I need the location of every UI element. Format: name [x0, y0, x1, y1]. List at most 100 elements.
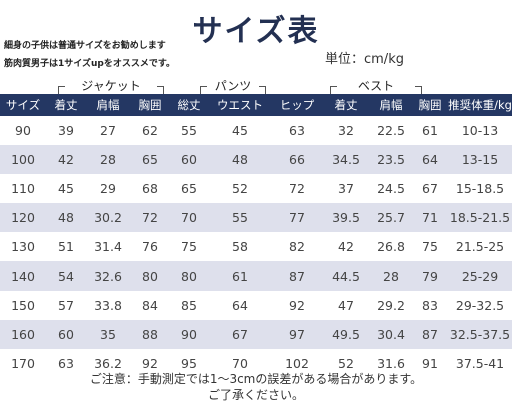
table-cell: 85: [170, 290, 208, 320]
table-cell: 90: [170, 319, 208, 349]
table-cell: 36.2: [86, 348, 130, 378]
table-cell: 60: [46, 319, 86, 349]
table-cell: 48: [208, 145, 272, 175]
unit-label: 単位：cm/kg: [325, 52, 404, 67]
col-header: 着丈: [322, 94, 370, 116]
table-cell: 10-13: [448, 116, 512, 146]
col-header: 肩幅: [86, 94, 130, 116]
table-cell: 79: [412, 261, 448, 291]
table-cell: 97: [272, 319, 322, 349]
table-cell: 29-32.5: [448, 290, 512, 320]
table-cell: 65: [170, 174, 208, 204]
table-cell: 100: [0, 145, 46, 175]
table-cell: 55: [170, 116, 208, 146]
table-cell: 80: [170, 261, 208, 291]
table-cell: 68: [130, 174, 170, 204]
table-cell: 28: [370, 261, 412, 291]
table-cell: 29.2: [370, 290, 412, 320]
table-row: 110 45 29 68 65 52 72 37 24.5 67 15-18.5: [0, 174, 512, 204]
table-cell: 37: [322, 174, 370, 204]
table-cell: 67: [412, 174, 448, 204]
table-cell: 31.6: [370, 348, 412, 378]
table-cell: 54: [46, 261, 86, 291]
col-header: 着丈: [46, 94, 86, 116]
col-header: 肩幅: [370, 94, 412, 116]
table-cell: 25.7: [370, 203, 412, 233]
table-cell: 37.5-41: [448, 348, 512, 378]
table-row: 120 48 30.2 72 70 55 77 39.5 25.7 71 18.5-21.5: [0, 203, 512, 233]
table-cell: 57: [46, 290, 86, 320]
group-vest-label: ベスト: [357, 79, 395, 93]
table-body: 90 39 27 62 55 45 63 32 22.5 61 10-13 100 42 28 65 60 48…: [0, 116, 512, 378]
table-cell: 87: [412, 319, 448, 349]
group-vest: ベスト: [330, 76, 422, 94]
table-cell: 58: [208, 232, 272, 262]
table-cell: 76: [130, 232, 170, 262]
page-title: サイズ表: [192, 14, 320, 49]
table-cell: 92: [272, 290, 322, 320]
group-pants-label: パンツ: [214, 79, 252, 93]
table-cell: 39.5: [322, 203, 370, 233]
group-jacket: ジャケット: [58, 76, 164, 94]
table-row: 90 39 27 62 55 45 63 32 22.5 61 10-13: [0, 116, 512, 146]
table-cell: 28: [86, 145, 130, 175]
table-cell: 160: [0, 319, 46, 349]
table-row: 100 42 28 65 60 48 66 34.5 23.5 64 13-15: [0, 145, 512, 175]
table-cell: 29: [86, 174, 130, 204]
table-cell: 21.5-25: [448, 232, 512, 262]
footer-thanks: ご了承ください。: [207, 388, 304, 402]
table-cell: 27: [86, 116, 130, 146]
table-cell: 34.5: [322, 145, 370, 175]
footer-notice: ご注意：手動測定では1～3cmの誤差がある場合があります。: [89, 372, 423, 386]
table-cell: 44.5: [322, 261, 370, 291]
table-cell: 52: [208, 174, 272, 204]
col-header: ヒップ: [272, 94, 322, 116]
table-cell: 67: [208, 319, 272, 349]
table-cell: 90: [0, 116, 46, 146]
col-header: 推奨体重/kg: [448, 94, 512, 116]
table-cell: 45: [208, 116, 272, 146]
table-cell: 60: [170, 145, 208, 175]
table-cell: 61: [412, 116, 448, 146]
table-cell: 120: [0, 203, 46, 233]
table-cell: 62: [130, 116, 170, 146]
table-cell: 61: [208, 261, 272, 291]
table-cell: 52: [322, 348, 370, 378]
table-cell: 22.5: [370, 116, 412, 146]
table-cell: 140: [0, 261, 46, 291]
table-cell: 92: [130, 348, 170, 378]
group-pants: パンツ: [200, 76, 266, 94]
table-row: 140 54 32.6 80 80 61 87 44.5 28 79 25-29: [0, 261, 512, 291]
table-cell: 95: [170, 348, 208, 378]
table-cell: 80: [130, 261, 170, 291]
table-cell: 82: [272, 232, 322, 262]
table-row: 130 51 31.4 76 75 58 82 42 26.8 75 21.5-25: [0, 232, 512, 262]
table-cell: 72: [130, 203, 170, 233]
table-cell: 30.2: [86, 203, 130, 233]
table-cell: 102: [272, 348, 322, 378]
table-cell: 31.4: [86, 232, 130, 262]
table-cell: 66: [272, 145, 322, 175]
col-header: 総丈: [170, 94, 208, 116]
table-cell: 47: [322, 290, 370, 320]
table-cell: 13-15: [448, 145, 512, 175]
table-cell: 70: [208, 348, 272, 378]
table-cell: 42: [322, 232, 370, 262]
table-cell: 25-29: [448, 261, 512, 291]
table-cell: 75: [412, 232, 448, 262]
table-cell: 150: [0, 290, 46, 320]
table-row: 150 57 33.8 84 85 64 92 47 29.2 83 29-32.5: [0, 290, 512, 320]
table-row: 160 60 35 88 90 67 97 49.5 30.4 87 32.5-37.5: [0, 319, 512, 349]
size-table: サイズ 着丈 肩幅 胸囲 総丈 ウエスト ヒップ 着丈 肩幅 胸囲 推奨体重/k…: [0, 94, 512, 378]
table-cell: 33.8: [86, 290, 130, 320]
table-cell: 70: [170, 203, 208, 233]
header-row: サイズ 着丈 肩幅 胸囲 総丈 ウエスト ヒップ 着丈 肩幅 胸囲 推奨体重/k…: [0, 94, 512, 116]
table-cell: 64: [412, 145, 448, 175]
table-cell: 110: [0, 174, 46, 204]
table-cell: 48: [46, 203, 86, 233]
table-cell: 64: [208, 290, 272, 320]
table-cell: 18.5-21.5: [448, 203, 512, 233]
table-cell: 72: [272, 174, 322, 204]
table-cell: 15-18.5: [448, 174, 512, 204]
table-cell: 71: [412, 203, 448, 233]
